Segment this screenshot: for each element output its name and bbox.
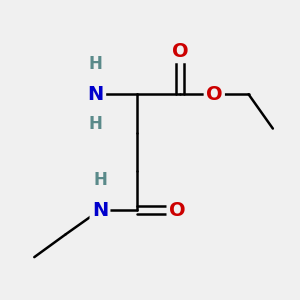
Text: O: O: [206, 85, 223, 104]
Text: H: H: [89, 115, 103, 133]
Text: O: O: [169, 200, 185, 220]
Text: O: O: [172, 42, 188, 61]
Text: H: H: [89, 55, 103, 73]
Text: N: N: [88, 85, 104, 104]
Text: N: N: [92, 200, 108, 220]
Text: H: H: [93, 171, 107, 189]
